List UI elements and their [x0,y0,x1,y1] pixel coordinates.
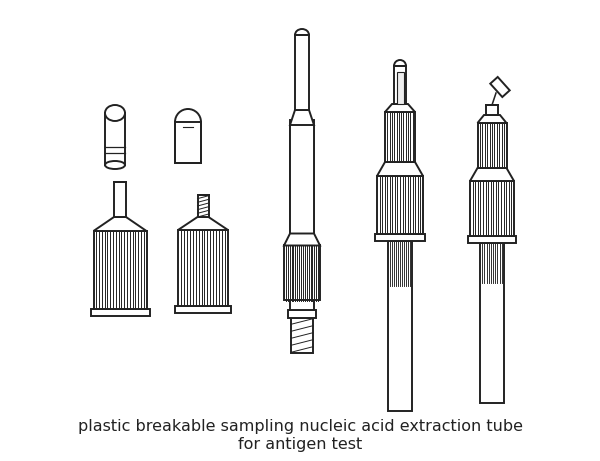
Polygon shape [470,168,514,181]
Bar [470,181,514,236]
Bar [291,318,313,353]
Bar [114,182,126,217]
Polygon shape [490,77,510,97]
Bar [94,231,146,309]
Polygon shape [94,217,146,231]
Text: for antigen test: for antigen test [238,437,362,453]
Bar [175,122,201,163]
Polygon shape [385,104,415,112]
Bar [388,241,412,411]
Bar [375,234,425,241]
Bar [175,306,231,313]
Bar [385,112,415,162]
Polygon shape [377,162,423,176]
Bar [486,105,498,115]
Polygon shape [478,115,506,123]
Bar [397,72,404,104]
Ellipse shape [105,105,125,121]
Polygon shape [178,217,228,230]
Text: plastic breakable sampling nucleic acid extraction tube: plastic breakable sampling nucleic acid … [77,419,523,433]
Bar [91,309,149,316]
Bar [468,236,516,243]
Polygon shape [284,234,320,246]
Bar [290,120,314,310]
Bar [288,310,316,318]
Bar [478,123,506,168]
Bar [295,35,309,110]
Bar [377,176,423,234]
Bar [480,243,504,403]
Bar [284,246,320,301]
Bar [178,230,228,306]
Bar [105,113,125,165]
Bar [394,66,406,104]
Bar [197,195,209,217]
Bar [290,125,314,234]
Ellipse shape [105,161,125,169]
Polygon shape [290,110,314,125]
